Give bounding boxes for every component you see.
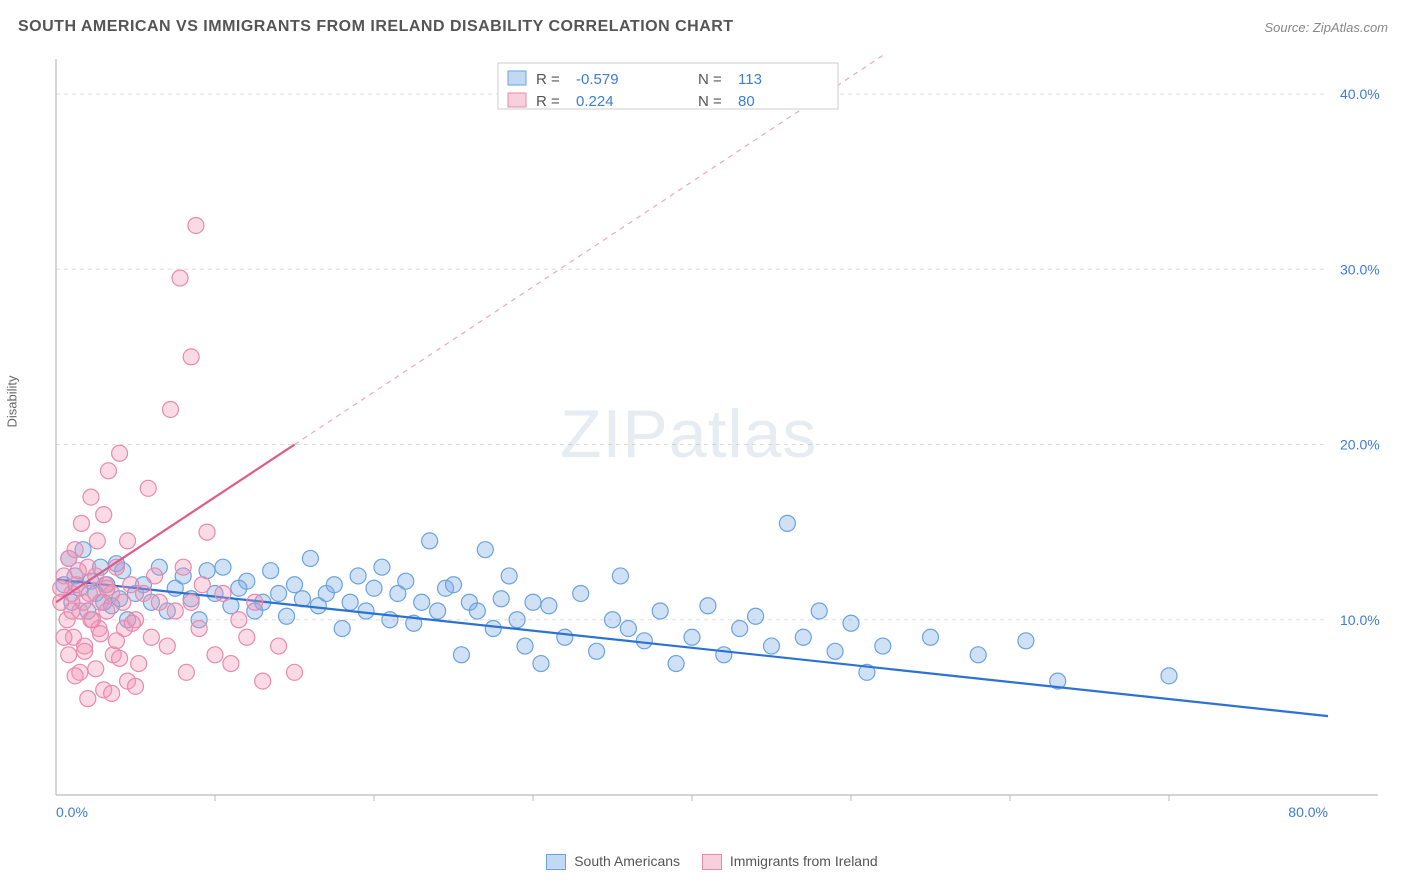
svg-text:10.0%: 10.0% [1340, 612, 1380, 628]
svg-text:R =: R = [536, 71, 560, 88]
chart-header: SOUTH AMERICAN VS IMMIGRANTS FROM IRELAN… [18, 18, 1388, 36]
legend-swatch-2 [702, 854, 722, 870]
svg-text:0.0%: 0.0% [56, 804, 88, 820]
svg-text:30.0%: 30.0% [1340, 261, 1380, 277]
svg-text:80.0%: 80.0% [1288, 804, 1328, 820]
legend-label-2: Immigrants from Ireland [730, 853, 878, 869]
svg-text:N =: N = [698, 71, 722, 88]
chart-area: 10.0% 20.0% 30.0% 40.0% 0.0% 80.0% R = -0.579 N … [48, 55, 1388, 825]
chart-title: SOUTH AMERICAN VS IMMIGRANTS FROM IRELAN… [18, 18, 734, 36]
svg-text:113: 113 [738, 71, 762, 88]
svg-text:-0.579: -0.579 [576, 71, 619, 88]
svg-text:20.0%: 20.0% [1340, 437, 1380, 453]
svg-text:N =: N = [698, 93, 722, 110]
svg-text:80: 80 [738, 93, 755, 110]
svg-text:40.0%: 40.0% [1340, 86, 1380, 102]
svg-text:R =: R = [536, 93, 560, 110]
bottom-legend: South Americans Immigrants from Ireland [0, 853, 1406, 870]
chart-source: Source: ZipAtlas.com [1264, 20, 1388, 35]
svg-text:0.224: 0.224 [576, 93, 614, 110]
legend-swatch-1 [546, 854, 566, 870]
y-axis-label: Disability [5, 375, 20, 427]
legend-label-1: South Americans [574, 853, 680, 869]
scatter-chart: 10.0% 20.0% 30.0% 40.0% 0.0% 80.0% R = -0.579 N … [48, 55, 1388, 825]
